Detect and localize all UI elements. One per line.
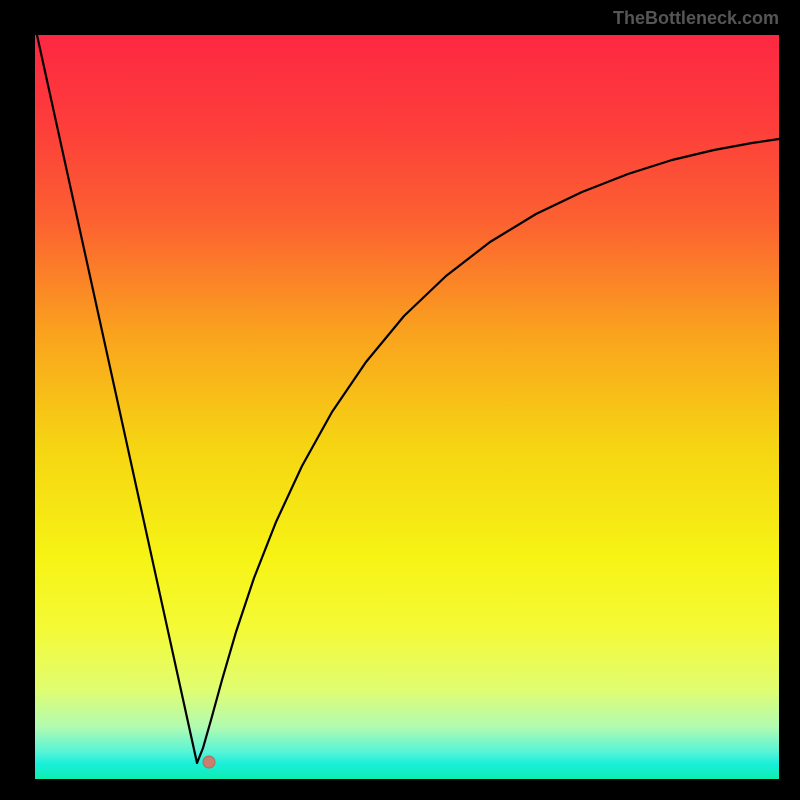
chart-container: TheBottleneck.com bbox=[0, 0, 800, 800]
valley-marker bbox=[203, 756, 216, 769]
attribution-text: TheBottleneck.com bbox=[613, 8, 779, 29]
plot-background bbox=[35, 35, 779, 779]
chart-svg bbox=[0, 0, 800, 800]
